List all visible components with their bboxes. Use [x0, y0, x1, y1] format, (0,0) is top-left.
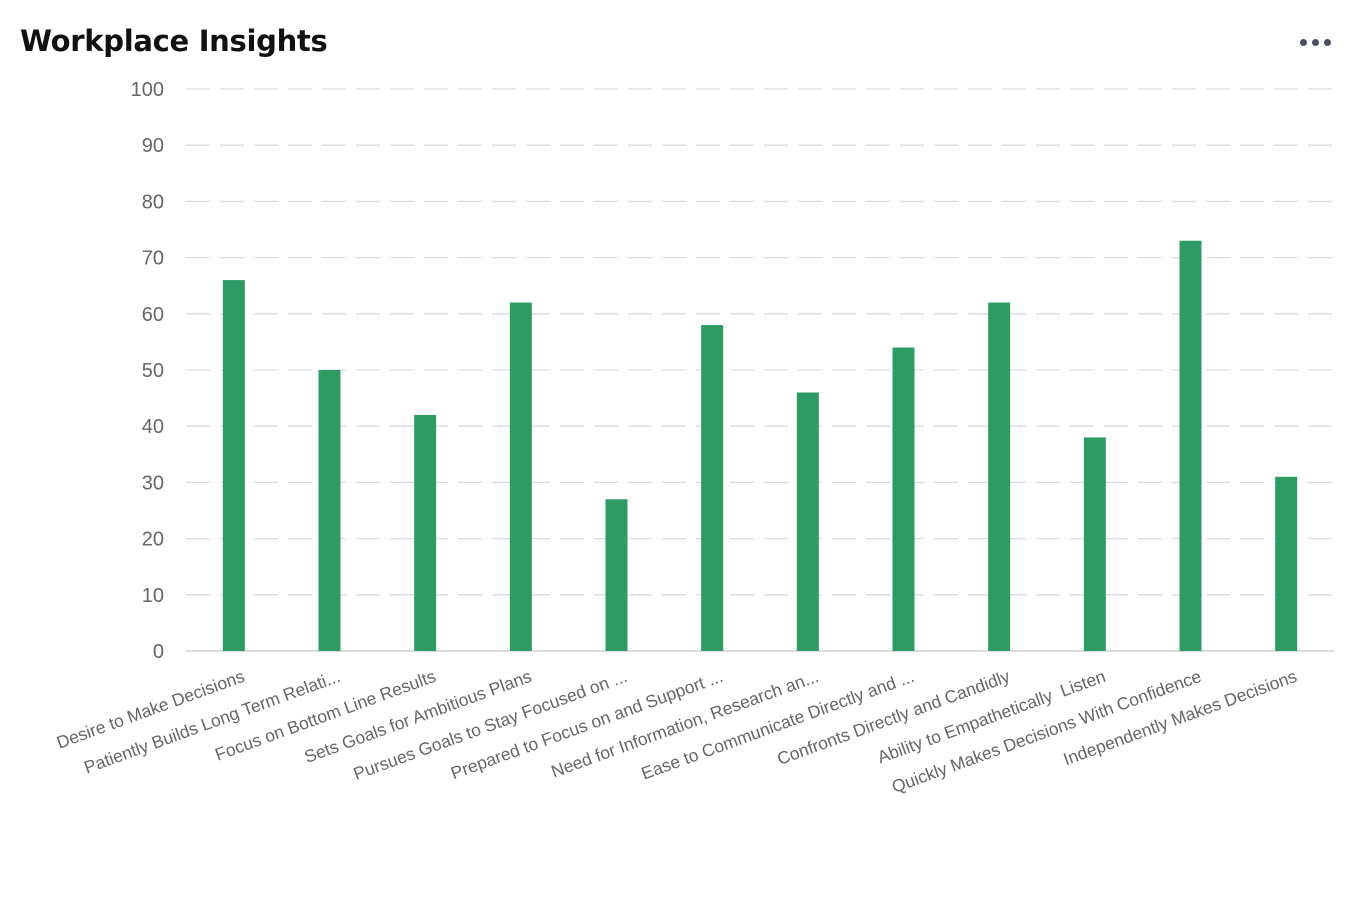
- chart-title: Workplace Insights: [20, 24, 328, 58]
- menu-dot: [1299, 38, 1307, 46]
- y-tick-label: 80: [142, 191, 164, 213]
- y-tick-label: 100: [131, 79, 164, 101]
- bar: [1179, 240, 1202, 652]
- bar: [1083, 437, 1106, 651]
- y-tick-label: 0: [153, 641, 164, 663]
- y-tick-label: 50: [142, 360, 164, 382]
- bar: [509, 302, 532, 651]
- y-tick-label: 90: [142, 135, 164, 157]
- bar: [318, 370, 341, 651]
- y-tick-label: 70: [142, 248, 164, 270]
- y-tick-label: 40: [142, 416, 164, 438]
- menu-dot: [1323, 38, 1331, 46]
- bar: [988, 302, 1011, 651]
- bar: [605, 499, 628, 651]
- y-tick-label: 30: [142, 472, 164, 494]
- menu-dot: [1311, 38, 1319, 46]
- bar: [1275, 476, 1298, 651]
- y-tick-label: 10: [142, 585, 164, 607]
- bar: [892, 347, 915, 651]
- y-tick-label: 20: [142, 529, 164, 551]
- bar: [414, 414, 437, 651]
- bar: [701, 325, 724, 651]
- y-tick-label: 60: [142, 304, 164, 326]
- bar: [796, 392, 819, 651]
- more-options-icon[interactable]: [1290, 30, 1340, 54]
- bar: [222, 280, 245, 651]
